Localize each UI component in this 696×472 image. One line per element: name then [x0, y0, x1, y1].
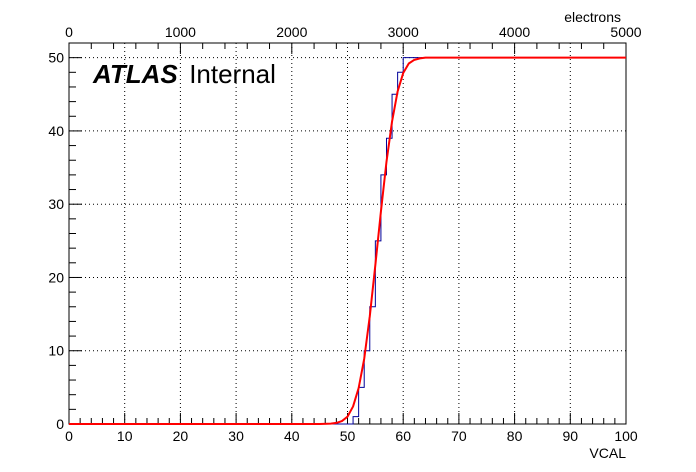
- data-series: [69, 56, 626, 425]
- y-tick-label: 30: [48, 196, 64, 212]
- y-tick-label: 50: [48, 50, 64, 66]
- x-tick-label: 60: [395, 428, 411, 444]
- x-tick-label: 80: [507, 428, 523, 444]
- y-tick-label: 20: [48, 269, 64, 285]
- x2-tick-label: 4000: [499, 24, 530, 40]
- x2-tick-label: 3000: [388, 24, 419, 40]
- top-axis-title: electrons: [564, 9, 621, 25]
- x-tick-label: 90: [563, 428, 579, 444]
- x-tick-label: 40: [284, 428, 300, 444]
- x-tick-label: 10: [117, 428, 133, 444]
- x2-tick-label: 0: [65, 24, 73, 40]
- x-tick-label: 100: [614, 428, 638, 444]
- x2-tick-label: 2000: [276, 24, 307, 40]
- x-tick-label: 50: [340, 428, 356, 444]
- plot-border: [68, 42, 627, 425]
- atlas-label-plain: Internal: [189, 59, 276, 89]
- x-axis-title: VCAL: [589, 445, 626, 461]
- histogram-series: [69, 57, 626, 425]
- tick-labels: 0 10 20 30 40 50 60 70 80 90 1000 1000 2000 3000 4000 5…: [48, 24, 641, 444]
- axis-ticks: [68, 42, 627, 425]
- x2-tick-label: 1000: [165, 24, 196, 40]
- fit-curve-series: [69, 56, 626, 425]
- grid: [69, 43, 626, 424]
- x-tick-label: 0: [65, 428, 73, 444]
- atlas-label-bold: ATLAS: [92, 59, 178, 89]
- y-tick-label: 40: [48, 123, 64, 139]
- y-tick-label: 10: [48, 343, 64, 359]
- plot-frame: [68, 42, 627, 425]
- x-tick-label: 30: [228, 428, 244, 444]
- atlas-label: ATLAS Internal: [92, 59, 276, 89]
- x2-tick-label: 5000: [610, 24, 641, 40]
- x-tick-label: 70: [451, 428, 467, 444]
- y-tick-label: 0: [56, 416, 64, 432]
- x-tick-label: 20: [173, 428, 189, 444]
